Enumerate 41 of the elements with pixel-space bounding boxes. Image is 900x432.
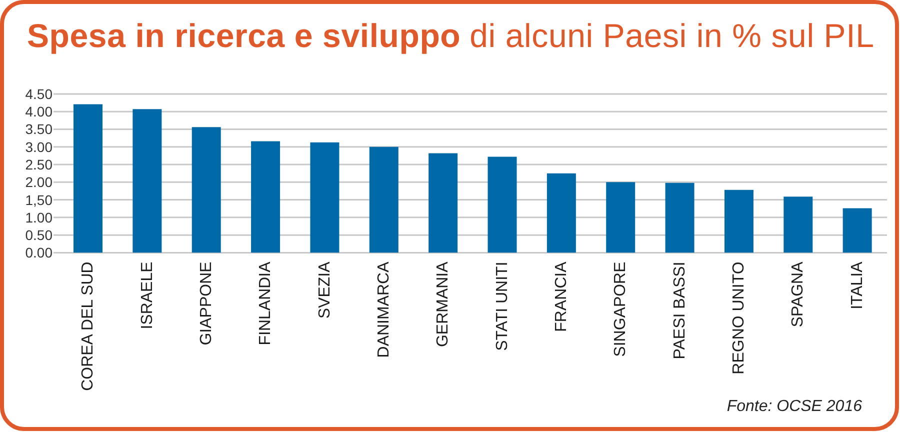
bar <box>665 182 694 253</box>
x-tick-label: GERMANIA <box>434 261 452 348</box>
x-tick-label: SVEZIA <box>316 261 334 319</box>
x-tick-label: ITALIA <box>848 261 866 310</box>
bar <box>488 156 517 253</box>
y-tick-label: 2.50 <box>25 156 53 173</box>
x-tick-label: ISRAELE <box>138 262 156 330</box>
y-tick-label: 1,50 <box>25 192 53 208</box>
bar <box>428 153 458 253</box>
x-tick-label: SPAGNA <box>790 261 807 328</box>
x-tick-label: SINGAPORE <box>612 262 630 357</box>
bar <box>546 173 576 253</box>
bar <box>251 141 280 253</box>
y-tick-label: 4.00 <box>25 104 53 120</box>
x-tick-label: STATI UNITI <box>494 262 511 351</box>
x-tick-label: COREA DEL SUD <box>80 262 97 391</box>
bar <box>606 182 636 253</box>
x-tick-label: REGNO UNITO <box>730 262 748 374</box>
y-tick-label: 3.50 <box>25 121 53 138</box>
bar <box>724 190 754 253</box>
x-tick-label: PAESI BASSI <box>671 262 688 360</box>
chart-title: Spesa in ricerca e sviluppo <box>27 17 461 54</box>
y-tick-label: 4.50 <box>25 86 53 102</box>
y-tick-label: 1.00 <box>25 209 53 226</box>
chart-subtitle: di alcuni Paesi in % sul PIL <box>470 17 874 54</box>
y-tick-label: 3.00 <box>25 138 53 155</box>
y-tick-label: 0.00 <box>25 244 53 261</box>
source-note: Fonte: OCSE 2016 <box>726 398 862 416</box>
y-tick-label: 2.00 <box>25 174 53 190</box>
bar <box>784 196 813 253</box>
bar <box>192 127 221 253</box>
bar <box>132 109 162 253</box>
x-tick-label: FRANCIA <box>553 261 570 332</box>
x-tick-label: DANIMARCA <box>375 261 392 358</box>
x-tick-label: GIAPPONE <box>198 262 215 346</box>
bar <box>842 208 872 253</box>
bar <box>369 146 398 253</box>
y-tick-label: 0.50 <box>25 227 53 244</box>
x-tick-label: FINLANDIA <box>257 261 274 346</box>
bar <box>74 104 102 253</box>
bar <box>310 142 340 253</box>
